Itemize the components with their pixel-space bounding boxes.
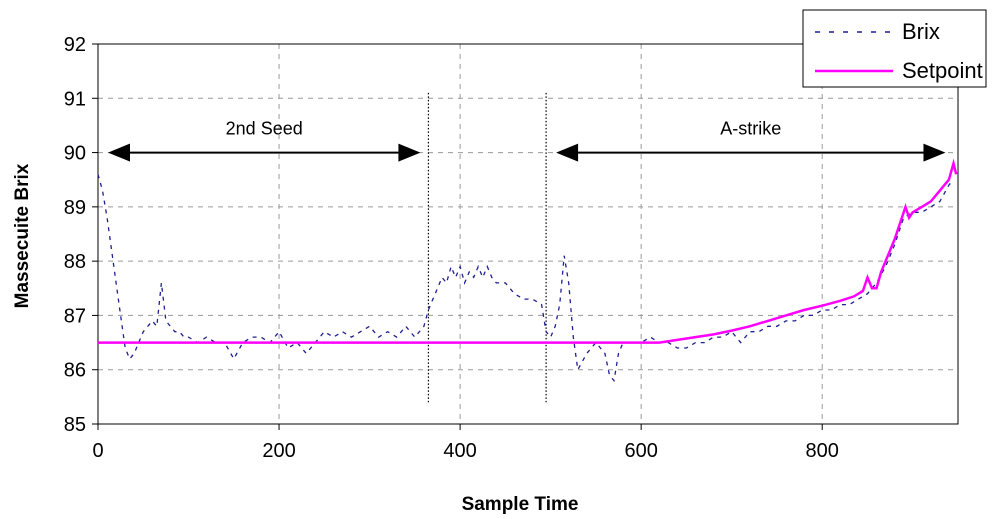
x-tick-label: 400	[443, 440, 476, 462]
annotation-label: 2nd Seed	[226, 119, 303, 139]
y-tick-label: 90	[64, 143, 86, 165]
y-tick-label: 91	[64, 88, 86, 110]
series-lines	[97, 158, 958, 383]
plot-area-frame	[97, 43, 959, 425]
legend: Brix Setpoint	[802, 9, 987, 88]
x-tick-label: 800	[806, 440, 839, 462]
x-tick-label: 600	[624, 440, 657, 462]
annotation-label: A-strike	[720, 119, 781, 139]
legend-setpoint-label: Setpoint	[902, 58, 983, 83]
y-tick-label: 88	[64, 251, 86, 273]
y-tick-label: 86	[64, 360, 86, 382]
annotation-arrow-head-right	[398, 143, 421, 162]
legend-brix-label: Brix	[902, 19, 940, 44]
series-setpoint-line	[98, 158, 958, 344]
annotation-arrow-head-left	[108, 143, 130, 162]
x-tick-label: 0	[92, 440, 103, 462]
phase-markers	[427, 92, 547, 403]
legend-box	[802, 9, 987, 88]
annotation-arrow-head-left	[556, 143, 579, 162]
y-axis-ticks: 85 86 87 88 89 90 91 92	[64, 34, 98, 436]
annotations: 2nd Seed A-strike	[108, 119, 946, 162]
x-axis-ticks: 0 200 400 600 800	[92, 424, 839, 462]
grid-lines	[98, 44, 958, 424]
x-tick-label: 200	[262, 440, 295, 462]
y-tick-label: 92	[64, 34, 86, 56]
annotation-arrow-head-right	[923, 143, 946, 162]
x-axis-label: Sample Time	[462, 494, 579, 515]
y-tick-label: 85	[64, 414, 86, 436]
y-tick-label: 87	[64, 305, 86, 327]
y-tick-label: 89	[64, 197, 86, 219]
y-axis-label: Massecuite Brix	[12, 163, 33, 308]
series-brix-line	[97, 174, 954, 383]
